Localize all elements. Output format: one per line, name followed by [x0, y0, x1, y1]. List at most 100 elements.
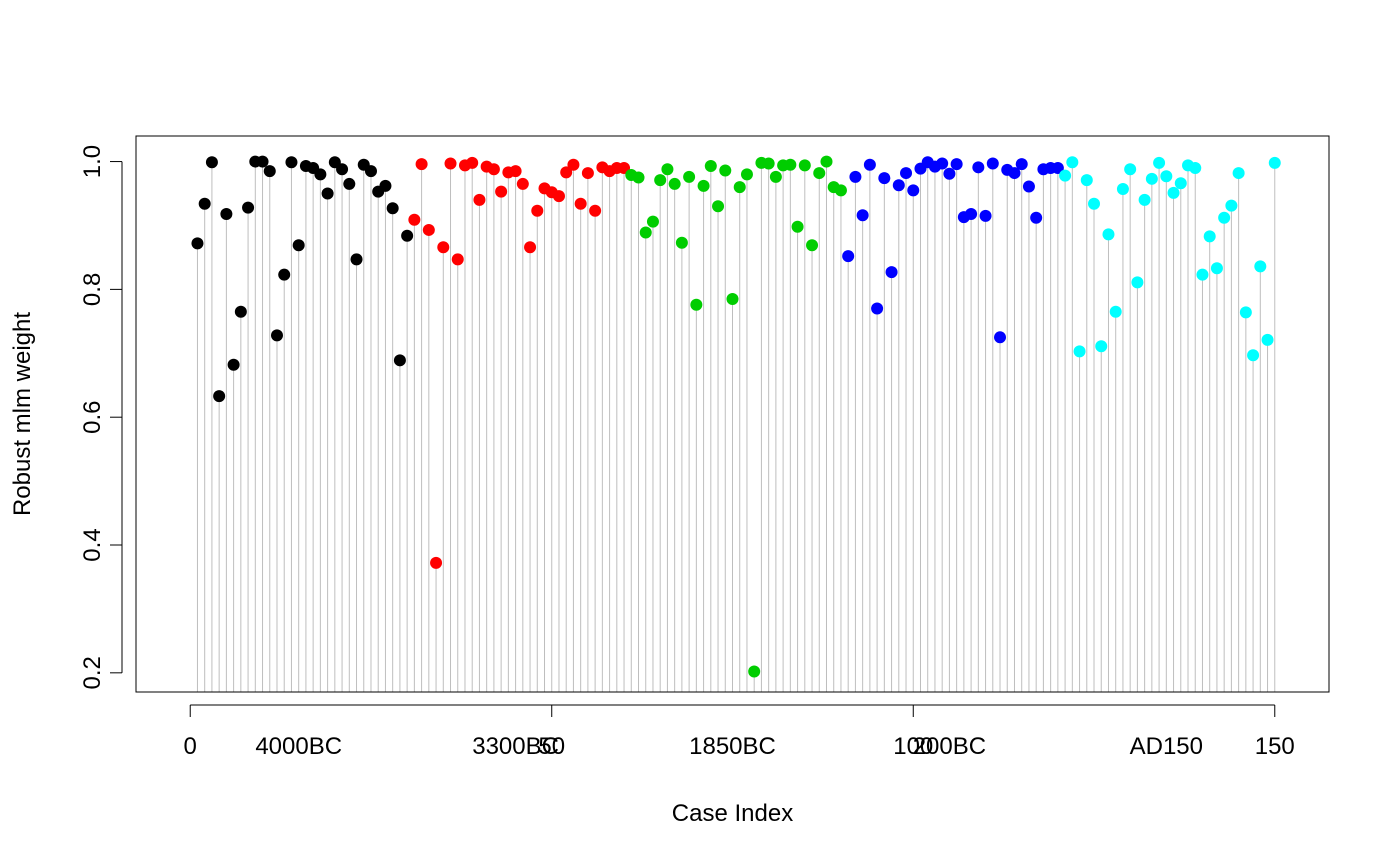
data-point [234, 305, 247, 318]
y-tick-label: 0.4 [79, 528, 106, 561]
data-point [379, 179, 392, 192]
data-point [1247, 349, 1260, 362]
data-point [907, 184, 920, 197]
data-point [1109, 305, 1122, 318]
data-point [1254, 260, 1267, 273]
data-point [784, 158, 797, 171]
data-point [343, 177, 356, 190]
data-point [321, 187, 334, 200]
data-point [198, 197, 211, 210]
data-point [683, 170, 696, 183]
x-tick-label: 50 [538, 733, 565, 760]
data-point [994, 331, 1007, 344]
y-axis: 0.2 0.4 0.6 0.8 1.0 [79, 145, 123, 690]
data-point [589, 204, 602, 217]
data-point [1059, 169, 1072, 182]
data-point [292, 239, 305, 252]
data-point [842, 250, 855, 263]
data-point [798, 159, 811, 172]
data-point [393, 354, 406, 367]
data-point [1131, 276, 1144, 289]
data-point [849, 170, 862, 183]
data-point [1174, 177, 1187, 190]
data-point [509, 165, 522, 178]
data-point [1138, 193, 1151, 206]
data-point [220, 207, 233, 220]
data-point [1051, 161, 1064, 174]
data-point [878, 172, 891, 185]
stems-layer [196, 161, 1276, 692]
data-point [950, 158, 963, 171]
data-point [1073, 345, 1086, 358]
data-point [943, 167, 956, 180]
data-point [552, 190, 565, 203]
data-point [422, 223, 435, 236]
x-tick-label: 0 [184, 733, 197, 760]
plot-frame [135, 135, 1330, 693]
data-point [386, 202, 399, 215]
data-point [936, 157, 949, 170]
data-point [444, 157, 457, 170]
data-point [863, 158, 876, 171]
data-point [531, 204, 544, 217]
data-point [270, 329, 283, 342]
data-point [191, 237, 204, 250]
data-point [516, 177, 529, 190]
x-axis-title: Case Index [672, 800, 793, 827]
data-point [661, 163, 674, 176]
data-point [726, 292, 739, 305]
data-point [314, 168, 327, 181]
data-point [415, 158, 428, 171]
data-point [972, 161, 985, 174]
data-point [1239, 306, 1252, 319]
data-point [1189, 161, 1202, 174]
data-point [820, 155, 833, 168]
data-point [748, 665, 761, 678]
data-point [1160, 170, 1173, 183]
group-label: AD150 [1130, 733, 1203, 760]
data-point [574, 197, 587, 210]
data-point [278, 268, 291, 281]
data-point [1225, 199, 1238, 212]
data-point [806, 239, 819, 252]
data-point [892, 179, 905, 192]
data-point [646, 215, 659, 228]
data-point [1210, 262, 1223, 275]
data-point [675, 236, 688, 249]
data-point [466, 156, 479, 169]
data-point [1203, 230, 1216, 243]
data-point [350, 253, 363, 266]
group-label: 4000BC [255, 733, 342, 760]
data-point [769, 170, 782, 183]
data-point [524, 241, 537, 254]
data-point [1196, 268, 1209, 281]
data-point [1095, 340, 1108, 353]
data-point [1022, 180, 1035, 193]
data-point [581, 167, 594, 180]
data-point [1218, 211, 1231, 224]
data-point [639, 226, 652, 239]
data-point [1145, 172, 1158, 185]
data-point [986, 157, 999, 170]
data-point [437, 241, 450, 254]
data-point [1102, 228, 1115, 241]
data-point [430, 556, 443, 569]
x-axis: 0 50 100 150 4000BC 3300BC 1850BC 200BC AD150 [184, 704, 1295, 760]
data-point [285, 156, 298, 169]
x-tick-label: 100 [893, 733, 933, 760]
data-point [1088, 197, 1101, 210]
y-axis-title: Robust mlm weight [9, 312, 36, 516]
data-point [733, 181, 746, 194]
data-point [242, 201, 255, 214]
data-point [712, 200, 725, 213]
data-point [813, 167, 826, 180]
data-point [336, 163, 349, 176]
data-point [401, 229, 414, 242]
data-point [834, 184, 847, 197]
data-point [965, 207, 978, 220]
data-point [256, 155, 269, 168]
data-point [364, 165, 377, 178]
data-point [1116, 183, 1129, 196]
data-point [567, 158, 580, 171]
